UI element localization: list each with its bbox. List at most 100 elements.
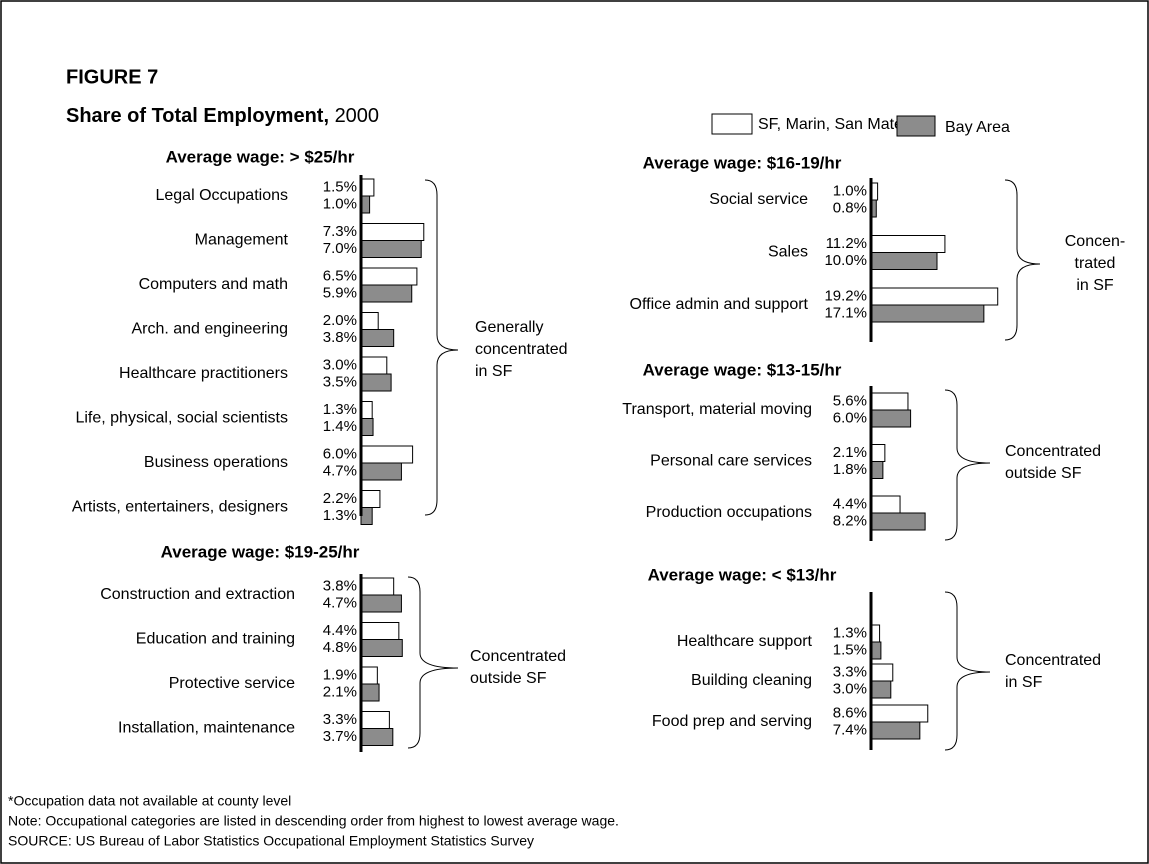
value-label: 5.9% [323,284,357,301]
bar [360,284,413,303]
value-label: 1.5% [323,178,357,195]
bar [870,287,999,306]
category-label: Healthcare support [677,633,813,650]
category-label: Installation, maintenance [118,720,295,737]
value-label: 6.5% [323,267,357,284]
value-label: 0.8% [833,199,867,216]
value-label: 2.0% [323,312,357,329]
annotation: Concentrated [1005,652,1101,669]
category-label: Building cleaning [691,672,812,689]
value-label: 8.2% [833,512,867,529]
category-label: Healthcare practitioners [119,365,288,382]
annotation: in SF [1076,277,1114,294]
value-label: 3.8% [323,577,357,594]
bar [870,444,886,462]
bar [870,495,901,514]
panel-title: Average wage: $19-25/hr [161,542,360,561]
bar [360,711,390,729]
bar [360,577,395,596]
value-label: 1.5% [833,641,867,658]
annotation: trated [1075,255,1116,272]
bar [870,663,894,682]
category-label: Transport, material moving [622,401,812,418]
bar [870,704,929,723]
value-label: 4.4% [833,495,867,512]
value-label: 8.6% [833,704,867,721]
value-label: 3.0% [833,680,867,697]
value-label: 19.2% [824,287,867,304]
bar [870,235,946,253]
value-label: 10.0% [824,252,867,269]
category-label: Education and training [136,631,295,648]
bar [360,418,374,436]
value-label: 4.4% [323,622,357,639]
legend-label: SF, Marin, San Mateo* [758,116,918,133]
bar [870,461,884,479]
value-label: 7.3% [323,223,357,240]
panel-title: Average wage: < $13/hr [648,565,837,584]
bar [870,680,892,699]
value-label: 6.0% [323,445,357,462]
note: Note: Occupational categories are listed… [8,813,619,829]
category-label: Social service [709,191,808,208]
bar [360,445,414,464]
bar [360,490,381,508]
value-label: 17.1% [824,304,867,321]
value-label: 3.8% [323,329,357,346]
value-label: 2.1% [833,444,867,461]
bar [360,401,373,419]
bar [870,409,912,428]
bar [360,373,392,392]
bar [360,312,379,330]
value-label: 5.6% [833,392,867,409]
bar [360,666,378,685]
bar [870,392,909,411]
annotation: outside SF [1005,465,1082,482]
value-label: 2.1% [323,683,357,700]
bar [870,721,921,740]
value-label: 1.3% [323,401,357,418]
value-label: 1.3% [833,624,867,641]
title-main: Share of Total Employment, [66,105,329,127]
annotation: in SF [475,363,513,380]
legend-swatch [711,113,753,135]
bracket [944,389,991,541]
category-label: Computers and math [139,276,288,293]
bar [870,252,938,270]
category-label: Protective service [169,675,295,692]
value-label: 7.0% [323,240,357,257]
bracket [407,576,459,749]
value-label: 3.0% [323,356,357,373]
value-label: 1.3% [323,507,357,524]
category-label: Personal care services [650,453,812,470]
bar [360,728,394,746]
bar [360,356,388,375]
annotation: Concentrated [470,648,566,665]
figure-label: FIGURE 7 [66,66,158,88]
annotation: concentrated [475,341,568,358]
category-label: Artists, entertainers, designers [72,499,288,516]
value-label: 3.5% [323,373,357,390]
category-label: Construction and extraction [100,586,295,603]
bar [360,594,402,613]
category-label: Management [195,232,289,249]
annotation: Concen- [1065,233,1125,250]
bar [360,622,400,640]
bar [360,329,395,347]
note: *Occupation data not available at county… [8,793,291,809]
annotation: in SF [1005,674,1043,691]
value-label: 1.8% [833,461,867,478]
category-label: Business operations [144,454,288,471]
panel-title: Average wage: > $25/hr [166,147,355,166]
value-label: 6.0% [833,409,867,426]
bar [870,304,985,323]
annotation: Concentrated [1005,443,1101,460]
category-label: Life, physical, social scientists [75,410,288,427]
value-label: 1.4% [323,418,357,435]
legend-label: Bay Area [945,119,1010,136]
value-label: 4.8% [323,639,357,656]
category-label: Production occupations [646,504,812,521]
category-label: Sales [768,244,808,261]
